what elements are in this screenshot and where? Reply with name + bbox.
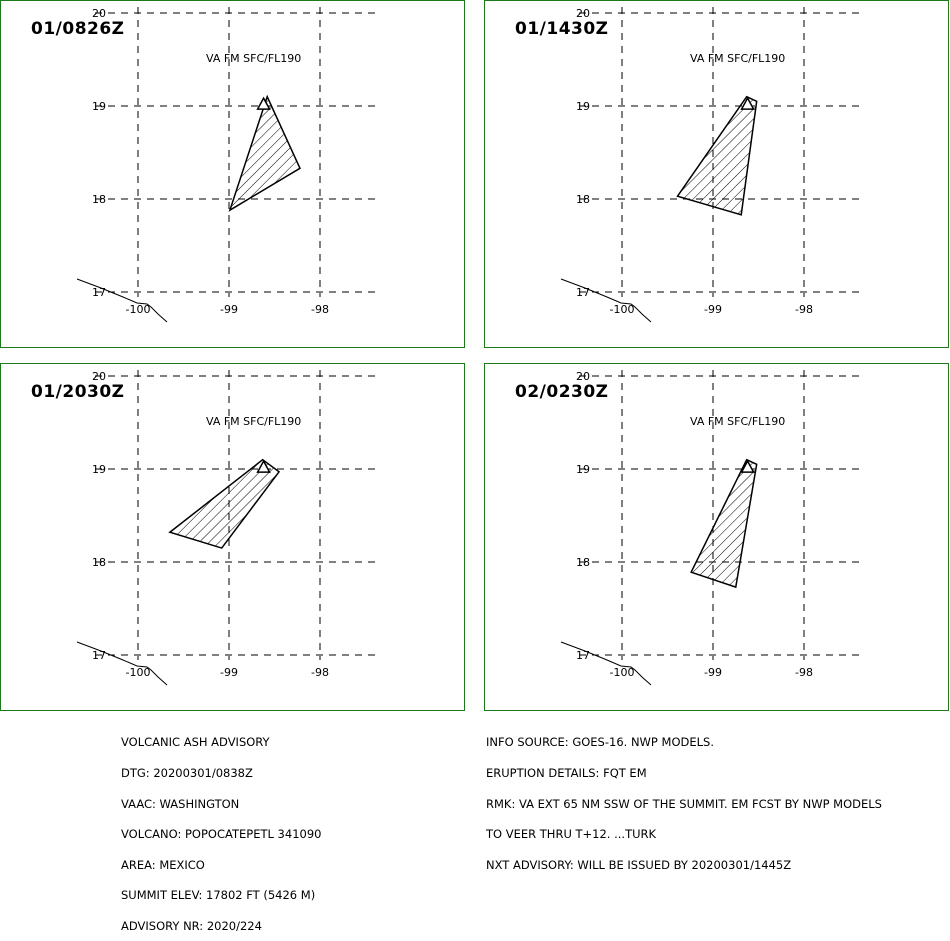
advisory-line: AREA: MEXICO bbox=[121, 857, 205, 872]
coastline bbox=[560, 641, 652, 686]
map-svg: 20 19 18 17 -100 -99 -98 bbox=[76, 370, 381, 686]
lat-tick-label: 20 bbox=[92, 7, 106, 20]
va-level-label: VA FM SFC/FL190 bbox=[690, 52, 786, 65]
forecast-panel-3: 20 19 18 17 -100 -99 -98 01/2030Z VA FM SFC/FL… bbox=[0, 363, 465, 711]
coastline bbox=[76, 278, 168, 323]
lat-tick-label: 19 bbox=[92, 100, 106, 113]
lat-tick-label: 20 bbox=[576, 370, 590, 383]
advisory-line: ERUPTION DETAILS: FQT EM bbox=[486, 766, 647, 780]
volcano-icon bbox=[256, 459, 271, 473]
volcano-icon bbox=[740, 459, 755, 473]
lon-tick-label: -98 bbox=[311, 303, 329, 316]
advisory-line: VOLCANO: POPOCATEPETL 341090 bbox=[121, 827, 322, 842]
forecast-panel-4: 20 19 18 17 -100 -99 -98 02/0230Z VA FM SFC/FL… bbox=[484, 363, 949, 711]
lat-tick-label: 18 bbox=[92, 193, 106, 206]
lon-tick-label: -99 bbox=[704, 303, 722, 316]
lat-tick-label: 20 bbox=[92, 370, 106, 383]
map-svg: 20 19 18 17 -100 -99 -98 bbox=[76, 7, 381, 323]
lat-tick-label: 19 bbox=[92, 463, 106, 476]
lon-tick-label: -98 bbox=[795, 303, 813, 316]
advisory-line: TO VEER THRU T+12. ...TURK bbox=[486, 827, 657, 842]
lon-tick-label: -100 bbox=[126, 303, 151, 316]
advisory-line: DTG: 20200301/0838Z bbox=[121, 766, 253, 780]
lat-tick-label: 17 bbox=[92, 649, 106, 662]
lat-tick-label: 18 bbox=[92, 556, 106, 569]
map-svg: 20 19 18 17 -100 -99 -98 bbox=[560, 370, 865, 686]
advisory-line: VOLCANIC ASH ADVISORY bbox=[121, 735, 270, 750]
forecast-panel-2: 20 19 18 17 -100 -99 -98 01/1430Z VA FM SFC/FL… bbox=[484, 0, 949, 348]
panel-time: 01/1430Z bbox=[515, 19, 609, 39]
va-level-label: VA FM SFC/FL190 bbox=[206, 52, 302, 65]
advisory-line: INFO SOURCE: GOES-16. NWP MODELS. bbox=[486, 735, 714, 750]
volcano-icon bbox=[740, 96, 755, 110]
lat-tick-label: 19 bbox=[576, 463, 590, 476]
advisory-line: ADVISORY NR: 2020/224 bbox=[121, 918, 262, 933]
lon-tick-label: -98 bbox=[311, 666, 329, 679]
lon-tick-label: -98 bbox=[795, 666, 813, 679]
ash-cloud-area bbox=[168, 458, 281, 549]
lat-tick-label: 17 bbox=[576, 286, 590, 299]
lat-tick-label: 18 bbox=[576, 193, 590, 206]
panel-time: 01/2030Z bbox=[31, 382, 125, 402]
coastline bbox=[76, 641, 168, 686]
coastline bbox=[560, 278, 652, 323]
panel-time: 02/0230Z bbox=[515, 382, 609, 402]
advisory-line: RMK: VA EXT 65 NM SSW OF THE SUMMIT. EM … bbox=[486, 796, 882, 811]
va-level-label: VA FM SFC/FL190 bbox=[690, 415, 786, 428]
advisory-details: INFO SOURCE: GOES-16. NWP MODELS. ERUPTI… bbox=[486, 717, 882, 880]
lon-tick-label: -100 bbox=[610, 303, 635, 316]
lat-tick-label: 20 bbox=[576, 7, 590, 20]
lon-tick-label: -99 bbox=[220, 666, 238, 679]
va-level-label: VA FM SFC/FL190 bbox=[206, 415, 302, 428]
map-svg: 20 19 18 17 -100 -99 -98 bbox=[560, 7, 865, 323]
lon-tick-label: -100 bbox=[126, 666, 151, 679]
advisory-line: NXT ADVISORY: WILL BE ISSUED BY 20200301… bbox=[486, 857, 792, 872]
lat-tick-label: 17 bbox=[576, 649, 590, 662]
ash-cloud-area bbox=[676, 95, 758, 216]
ash-cloud-area bbox=[690, 458, 758, 589]
advisory-line: SUMMIT ELEV: 17802 FT (5426 M) bbox=[121, 888, 316, 903]
lat-tick-label: 17 bbox=[92, 286, 106, 299]
lon-tick-label: -100 bbox=[610, 666, 635, 679]
advisory-header: VOLCANIC ASH ADVISORY DTG: 20200301/0838… bbox=[121, 717, 321, 941]
forecast-panel-1: 20 19 18 17 -100 -99 -98 01/0826Z VA FM SFC/FL… bbox=[0, 0, 465, 348]
lat-tick-label: 19 bbox=[576, 100, 590, 113]
lat-tick-label: 18 bbox=[576, 556, 590, 569]
panel-time: 01/0826Z bbox=[31, 19, 125, 39]
lon-tick-label: -99 bbox=[704, 666, 722, 679]
ash-cloud-area bbox=[228, 94, 301, 212]
lon-tick-label: -99 bbox=[220, 303, 238, 316]
advisory-line: VAAC: WASHINGTON bbox=[121, 796, 240, 811]
volcano-icon bbox=[256, 96, 271, 110]
